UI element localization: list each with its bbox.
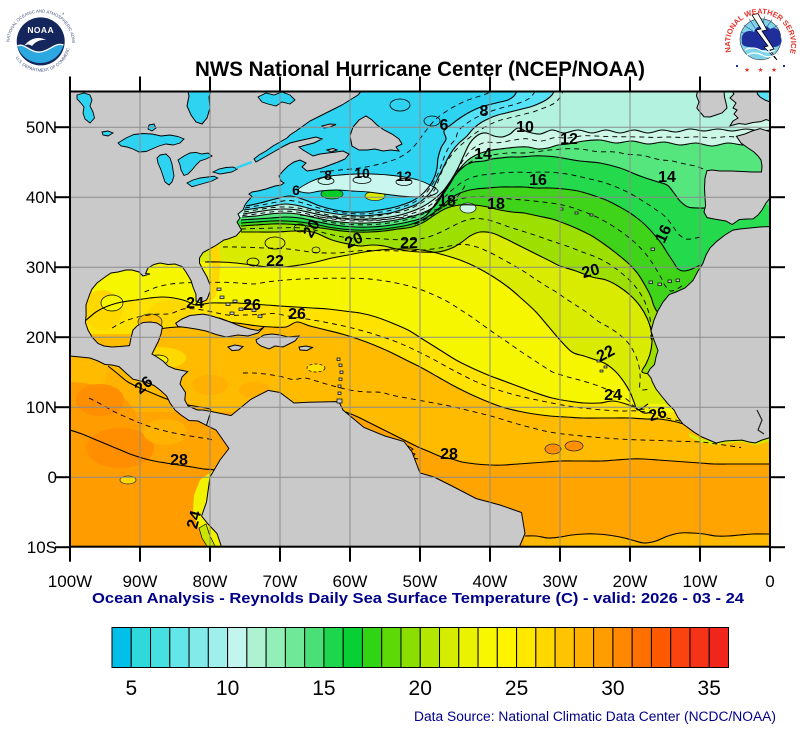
- svg-text:5: 5: [125, 677, 137, 700]
- svg-text:10W: 10W: [683, 572, 718, 591]
- svg-text:100W: 100W: [48, 572, 92, 591]
- svg-text:12: 12: [560, 131, 578, 148]
- svg-text:18: 18: [438, 193, 456, 210]
- svg-text:10N: 10N: [26, 398, 57, 417]
- svg-text:6: 6: [292, 182, 300, 198]
- svg-text:24: 24: [604, 387, 622, 404]
- svg-text:25: 25: [505, 677, 528, 700]
- svg-text:10S: 10S: [27, 538, 57, 557]
- svg-text:16: 16: [652, 222, 675, 245]
- svg-text:0: 0: [48, 468, 57, 487]
- svg-text:20N: 20N: [26, 328, 57, 347]
- svg-text:70W: 70W: [263, 572, 298, 591]
- svg-text:26: 26: [243, 297, 261, 314]
- svg-text:28: 28: [170, 452, 188, 469]
- svg-text:50N: 50N: [26, 118, 57, 137]
- svg-text:24: 24: [184, 509, 205, 531]
- svg-text:60W: 60W: [333, 572, 368, 591]
- svg-text:30: 30: [601, 677, 624, 700]
- svg-text:★: ★: [771, 66, 777, 74]
- svg-text:10: 10: [516, 119, 534, 136]
- svg-text:*: *: [62, 13, 65, 19]
- svg-text:10: 10: [354, 165, 370, 181]
- svg-text:16: 16: [529, 172, 547, 189]
- svg-text:20: 20: [342, 229, 365, 252]
- svg-text:Ocean Analysis - Reynolds Dail: Ocean Analysis - Reynolds Daily Sea Surf…: [92, 590, 745, 607]
- svg-text:80W: 80W: [193, 572, 228, 591]
- svg-text:26: 26: [647, 404, 669, 425]
- svg-text:26: 26: [288, 306, 306, 323]
- svg-text:Data Source: National Climatic: Data Source: National Climatic Data Cent…: [414, 709, 776, 724]
- svg-text:22: 22: [266, 253, 284, 270]
- svg-text:50W: 50W: [403, 572, 438, 591]
- svg-text:NOAA: NOAA: [27, 25, 54, 35]
- svg-text:20: 20: [580, 261, 602, 282]
- svg-text:24: 24: [186, 295, 204, 312]
- svg-text:NWS National Hurricane Center: NWS National Hurricane Center (NCEP/NOAA…: [195, 57, 645, 81]
- svg-text:0: 0: [765, 572, 774, 591]
- svg-text:14: 14: [658, 169, 676, 186]
- svg-text:8: 8: [480, 103, 489, 120]
- svg-text:35: 35: [698, 677, 721, 700]
- svg-text:20: 20: [300, 217, 324, 241]
- svg-text:40N: 40N: [26, 188, 57, 207]
- svg-text:14: 14: [474, 146, 492, 163]
- svg-text:30W: 30W: [543, 572, 578, 591]
- svg-text:★: ★: [744, 66, 750, 74]
- svg-text:★: ★: [758, 66, 764, 74]
- svg-text:8: 8: [324, 167, 332, 183]
- svg-text:30N: 30N: [26, 258, 57, 277]
- svg-text:15: 15: [312, 677, 335, 700]
- svg-text:40W: 40W: [473, 572, 508, 591]
- svg-text:22: 22: [400, 235, 418, 252]
- svg-text:12: 12: [396, 168, 412, 184]
- svg-text:6: 6: [440, 117, 449, 134]
- svg-text:28: 28: [440, 446, 458, 463]
- svg-text:90W: 90W: [123, 572, 158, 591]
- svg-text:20W: 20W: [613, 572, 648, 591]
- svg-text:20: 20: [409, 677, 432, 700]
- svg-text:10: 10: [216, 677, 239, 700]
- svg-text:18: 18: [487, 196, 505, 213]
- svg-text:22: 22: [594, 342, 618, 365]
